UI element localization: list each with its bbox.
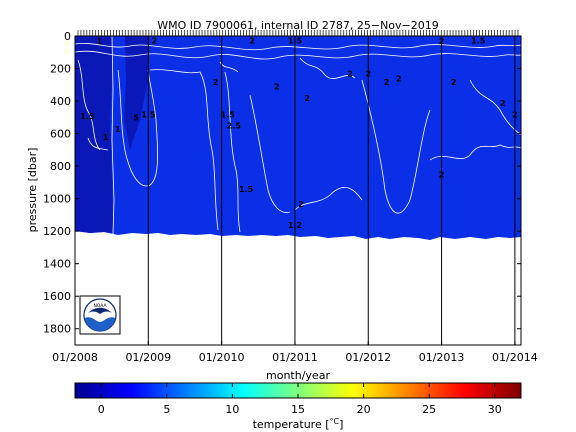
- contour-label: 1: [115, 125, 121, 134]
- y-tick-label: 0: [64, 30, 71, 43]
- colorbar-label-main: temperature [: [253, 418, 330, 431]
- contour-line: [75, 42, 521, 51]
- colorbar-tick-label: 5: [163, 403, 170, 416]
- x-tick-label: 01/2014: [492, 351, 538, 364]
- contour-label: 2: [274, 83, 280, 92]
- profile-top-ticks: [77, 30, 519, 36]
- y-tick-label: 1200: [43, 225, 71, 238]
- contour-line: [469, 79, 521, 136]
- contour-line: [77, 59, 101, 151]
- noaa-logo-wave: [85, 317, 115, 331]
- contour-label: 2: [152, 36, 158, 45]
- colorbar-tick-label: 25: [422, 403, 436, 416]
- contour-line: [149, 69, 219, 231]
- colorbar-tick-label: 0: [98, 403, 105, 416]
- x-tick-label: 01/2011: [272, 351, 318, 364]
- contour-label: 2: [249, 36, 255, 45]
- contour-label: 2: [451, 78, 457, 87]
- contour-label: 2.5: [227, 122, 242, 131]
- contour-line: [87, 137, 109, 151]
- colorbar-ticks: 0 5 10 15 20 25 30: [98, 383, 502, 416]
- colorbar-label: temperature [°C]: [253, 417, 344, 431]
- contour-label: 2: [500, 99, 506, 108]
- colorbar: 0 5 10 15 20 25 30 temperature [°C]: [74, 382, 522, 431]
- contour-line: [249, 94, 291, 213]
- colorbar-tick-label: 10: [225, 403, 239, 416]
- deep-water-patch: [124, 36, 150, 150]
- contour-line: [117, 69, 159, 187]
- noaa-logo: NOAA: [79, 295, 121, 335]
- y-tick-label: 1800: [43, 323, 71, 336]
- y-tick-label: 200: [50, 63, 71, 76]
- contour-label: 2: [396, 75, 402, 84]
- colorbar-tick-label: 30: [488, 403, 502, 416]
- y-tick-label: 400: [50, 95, 71, 108]
- contour-label: 1: [103, 133, 109, 142]
- x-axis: 01/2008 01/2009 01/2010 01/2011 01/2012 01/20…: [52, 341, 538, 364]
- x-axis-label: month/year: [266, 369, 330, 382]
- y-tick-label: 800: [50, 160, 71, 173]
- heatmap-plot: 1221.521.522222222221.551.5111.52.51.521…: [43, 30, 538, 364]
- x-tick-label: 01/2009: [125, 351, 171, 364]
- contour-line: [429, 144, 521, 161]
- contour-line: [75, 50, 521, 60]
- y-axis-label: pressure [dbar]: [26, 148, 39, 233]
- y-tick-label: 1000: [43, 193, 71, 206]
- contour-label: 1.5: [221, 110, 236, 119]
- contour-label: 2: [304, 94, 310, 103]
- contour-label: 2: [384, 78, 390, 87]
- noaa-logo-bird: [88, 307, 112, 314]
- colorbar-label-end: ]: [339, 418, 343, 431]
- contour-label: 1.5: [471, 36, 486, 45]
- contour-label: 2: [347, 70, 353, 79]
- x-tick-label: 01/2013: [419, 351, 465, 364]
- contour-label: 5: [133, 114, 139, 123]
- colorbar-tick-label: 20: [357, 403, 371, 416]
- contour-line: [224, 71, 241, 233]
- temperature-section: [75, 36, 521, 240]
- contour-line: [294, 186, 363, 211]
- y-tick-label: 600: [50, 128, 71, 141]
- x-tick-label: 01/2008: [52, 351, 98, 364]
- colorbar-tick-label: 15: [291, 403, 305, 416]
- contour-label: 1: [97, 37, 103, 46]
- contour-line: [361, 79, 431, 214]
- y-axis: 0 200 400 600 800 1000 1200 1400 1600 1800: [43, 30, 521, 336]
- contour-label: 2: [298, 200, 304, 209]
- contour-label: 1.5: [80, 112, 95, 121]
- noaa-logo-text: NOAA: [93, 303, 107, 309]
- colorbar-label-unit: °C: [330, 417, 340, 426]
- date-lines: [147, 36, 516, 345]
- contour-label: 1.5: [239, 185, 254, 194]
- plot-frame: [74, 35, 522, 346]
- x-tick-label: 01/2010: [199, 351, 245, 364]
- chart-title: WMO ID 7900061, internal ID 2787, 25−Nov…: [157, 19, 439, 32]
- contour-line: [299, 57, 356, 79]
- x-tick-label: 01/2012: [345, 351, 391, 364]
- y-tick-label: 1400: [43, 258, 71, 271]
- y-tick-label: 1600: [43, 290, 71, 303]
- contour-lines: [75, 36, 521, 235]
- contour-label: 2: [213, 78, 219, 87]
- contour-line: [111, 36, 115, 235]
